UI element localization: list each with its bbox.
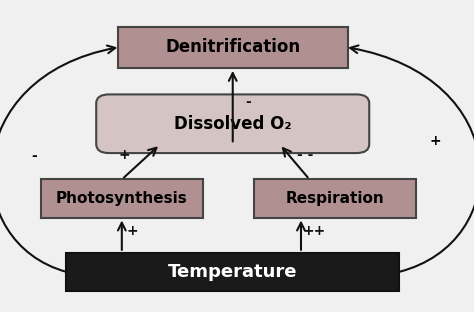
Text: -: -	[31, 149, 37, 163]
Text: +: +	[127, 224, 138, 238]
Text: - -: - -	[297, 148, 313, 162]
Text: +: +	[118, 148, 130, 162]
Text: Denitrification: Denitrification	[165, 38, 301, 56]
Text: Temperature: Temperature	[168, 263, 298, 281]
FancyBboxPatch shape	[254, 179, 416, 217]
FancyBboxPatch shape	[41, 179, 203, 217]
Text: ++: ++	[302, 224, 326, 238]
FancyBboxPatch shape	[118, 27, 348, 68]
FancyArrowPatch shape	[0, 46, 115, 272]
Text: -: -	[245, 95, 251, 109]
Text: Respiration: Respiration	[286, 191, 384, 206]
Text: +: +	[429, 134, 441, 148]
Text: Photosynthesis: Photosynthesis	[56, 191, 188, 206]
FancyArrowPatch shape	[350, 46, 474, 272]
Text: Dissolved O₂: Dissolved O₂	[174, 115, 292, 133]
FancyBboxPatch shape	[66, 253, 399, 291]
FancyBboxPatch shape	[96, 95, 369, 153]
